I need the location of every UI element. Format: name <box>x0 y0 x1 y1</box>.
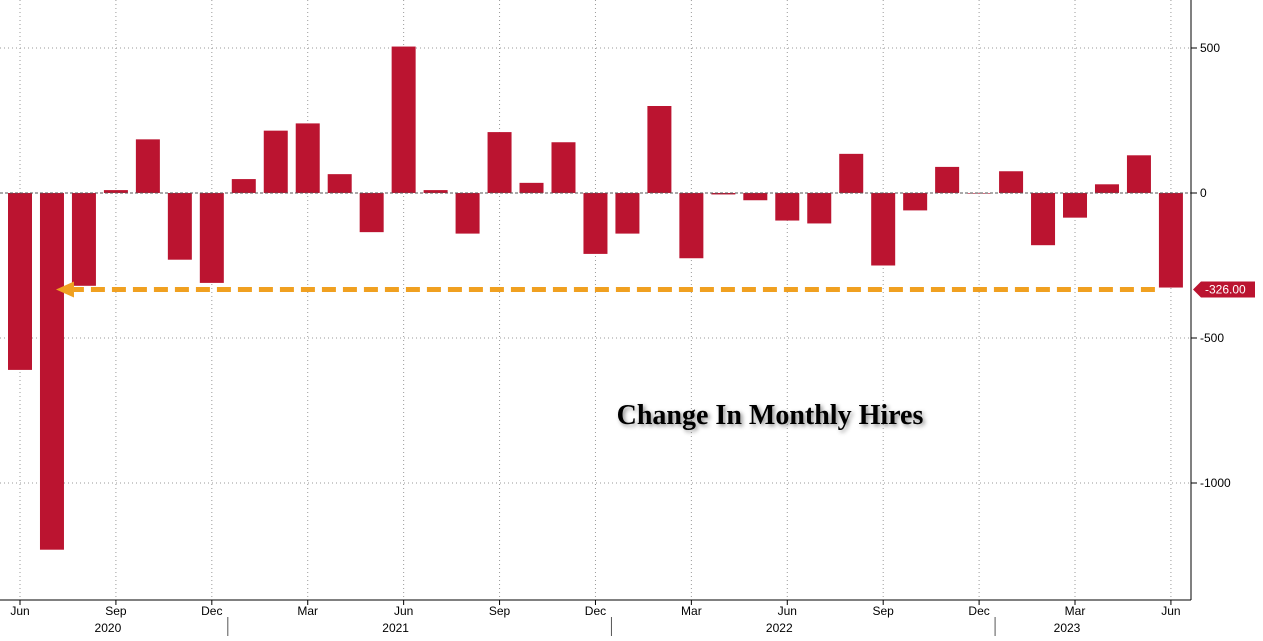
bar-2021-10 <box>519 182 544 193</box>
bar-2023-01 <box>999 171 1024 193</box>
bar-2022-07 <box>807 193 832 224</box>
bar-2022-09 <box>871 193 896 266</box>
bar-2021-07 <box>423 190 448 193</box>
x-tick-label: Dec <box>201 604 222 618</box>
bar-2021-02 <box>263 130 288 193</box>
bar-2023-06 <box>1158 193 1183 288</box>
reference-arrow-head <box>55 281 74 298</box>
y-tick-label: -500 <box>1200 331 1224 345</box>
bar-2023-03 <box>1063 193 1088 218</box>
last-value-badge: -326.00 <box>1193 281 1255 298</box>
bar-2022-01 <box>615 193 640 234</box>
y-tick-label: -1000 <box>1200 476 1231 490</box>
bar-2021-08 <box>455 193 480 234</box>
bar-2020-10 <box>135 139 160 193</box>
bar-2021-04 <box>327 174 352 193</box>
x-tick-label: Dec <box>968 604 989 618</box>
bar-2021-06 <box>391 46 416 193</box>
x-tick-label: Jun <box>394 604 413 618</box>
bar-2022-06 <box>775 193 800 221</box>
last-value-badge-shape <box>1193 281 1255 298</box>
x-tick-label: Sep <box>105 604 127 618</box>
axis-layer: 500 0 -500 -1000 Jun Sep Dec Mar Jun Sep Dec Mar Jun… <box>0 0 1231 636</box>
y-tick-label: 500 <box>1200 41 1220 55</box>
bar-2020-06 <box>8 193 32 370</box>
bar-2020-11 <box>167 193 192 260</box>
bar-2023-05 <box>1126 155 1151 193</box>
year-label: 2022 <box>766 621 793 635</box>
reference-arrow <box>55 281 1155 298</box>
x-tick-label: Mar <box>297 604 318 618</box>
bar-2021-11 <box>551 142 576 193</box>
bar-2021-03 <box>295 123 320 193</box>
x-tick-label: Jun <box>778 604 797 618</box>
x-tick-label: Mar <box>681 604 702 618</box>
x-tick-label: Sep <box>873 604 895 618</box>
bar-2021-12 <box>583 193 608 254</box>
x-tick-label: Jun <box>1161 604 1180 618</box>
bar-2021-09 <box>487 132 512 193</box>
bar-2023-04 <box>1094 184 1119 193</box>
bar-2020-07 <box>39 193 64 550</box>
x-tick-label: Sep <box>489 604 511 618</box>
year-label: 2021 <box>382 621 409 635</box>
bar-2022-08 <box>839 153 864 193</box>
grid-layer <box>0 0 1191 600</box>
bar-2022-12 <box>967 193 992 194</box>
bar-2022-11 <box>935 166 960 193</box>
year-label: 2020 <box>95 621 122 635</box>
last-value-label: -326.00 <box>1205 283 1246 297</box>
bar-2022-04 <box>711 193 736 195</box>
bars-layer <box>8 46 1183 550</box>
bar-2021-01 <box>231 179 256 193</box>
bar-2023-02 <box>1031 193 1056 246</box>
x-tick-label: Jun <box>10 604 29 618</box>
bar-2022-02 <box>647 106 672 193</box>
bar-2020-08 <box>71 193 96 286</box>
y-tick-label: 0 <box>1200 186 1207 200</box>
x-tick-label: Mar <box>1065 604 1086 618</box>
bar-2020-09 <box>103 190 128 193</box>
x-tick-label: Dec <box>585 604 606 618</box>
bar-2020-12 <box>199 193 224 283</box>
year-label: 2023 <box>1054 621 1081 635</box>
bar-2022-03 <box>679 193 704 259</box>
chart-title: Change In Monthly Hires <box>617 400 924 431</box>
bar-2022-10 <box>903 193 928 211</box>
bar-2022-05 <box>743 193 768 201</box>
bar-2021-05 <box>359 193 384 233</box>
